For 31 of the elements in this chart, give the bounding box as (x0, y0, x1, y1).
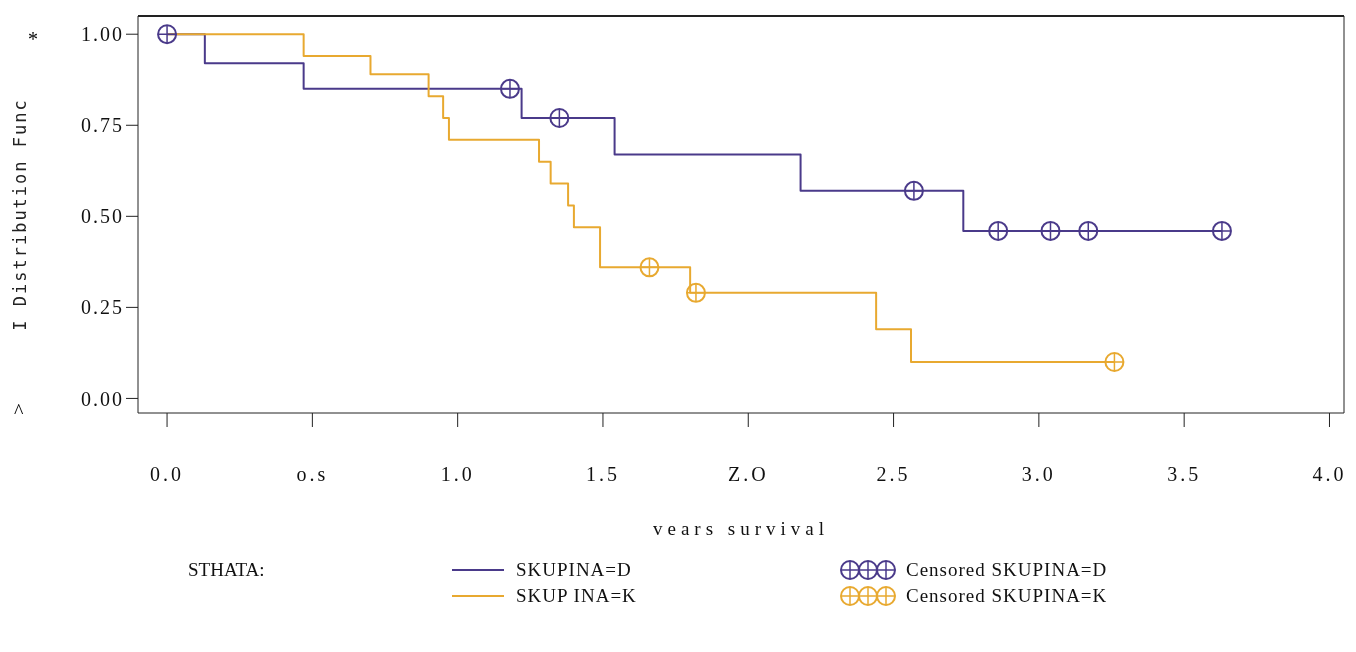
y-tick-label: 0.75 (81, 114, 124, 137)
legend-label: SKUPINA=D (516, 559, 632, 581)
legend-label: Censored SKUPINA=D (906, 559, 1108, 581)
point (988, 220, 1009, 241)
y-tick-label: 0.50 (81, 205, 124, 228)
point (639, 257, 660, 278)
y-tick-label: 1.00 (81, 23, 124, 46)
point (1040, 220, 1061, 241)
legend-label: Censored SKUPINA=K (906, 585, 1108, 607)
x-tick-label: 4.0 (1312, 463, 1347, 486)
x-tick-label: Z.O (727, 463, 769, 486)
y-tick-label: 0.00 (81, 387, 124, 410)
text: * (28, 28, 38, 51)
x-tick-label: 1.5 (585, 463, 620, 486)
point (499, 78, 520, 99)
x-tick-label: 3.0 (1021, 463, 1056, 486)
point (685, 282, 706, 303)
y-tick-label: 0.25 (81, 296, 124, 319)
x-tick-label: 2.5 (876, 463, 911, 486)
text: ^ (14, 400, 24, 423)
point (903, 180, 924, 201)
x-tick-label: 3.5 (1167, 463, 1202, 486)
x-tick-label: 1.0 (440, 463, 475, 486)
x-tick-label: o.s (296, 463, 329, 486)
x-tick-label: 0.0 (150, 463, 185, 486)
y-axis-title: I Distribution Func (10, 98, 31, 331)
x-axis-title: vears survival (652, 518, 830, 539)
legend-title: STHATA: (188, 558, 266, 582)
legend-label: SKUP INA=K (516, 585, 637, 607)
point (1078, 220, 1099, 241)
point (549, 107, 570, 128)
